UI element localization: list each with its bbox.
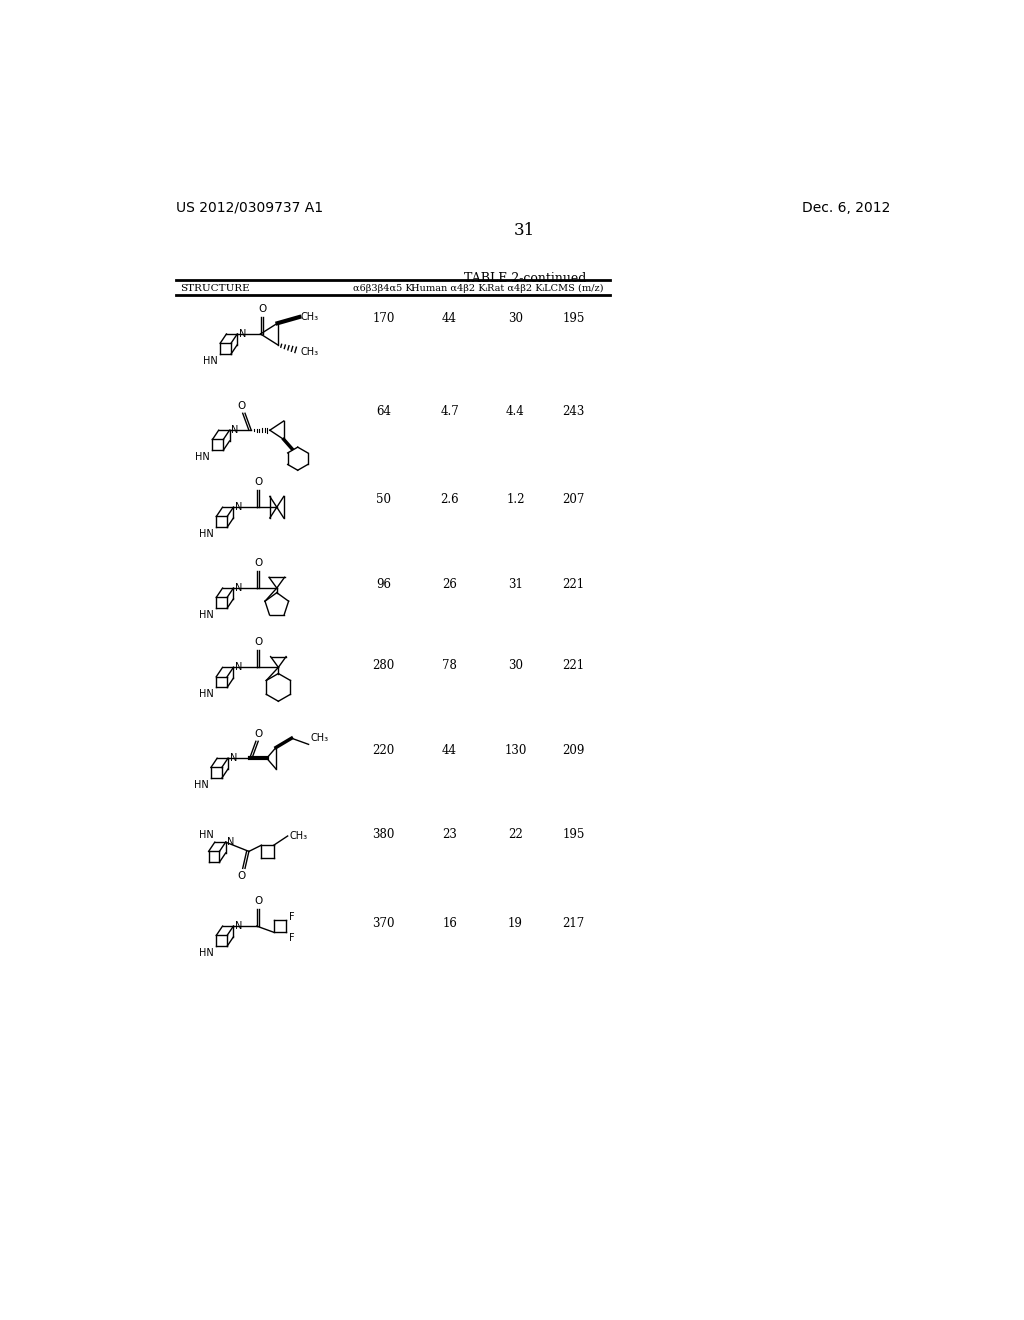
Text: N: N <box>234 663 243 672</box>
Text: TABLE 2-continued: TABLE 2-continued <box>464 272 586 285</box>
Text: 380: 380 <box>373 829 395 841</box>
Text: N: N <box>234 921 243 931</box>
Text: F: F <box>289 912 295 921</box>
Text: N: N <box>239 329 246 339</box>
Text: HN: HN <box>196 451 210 462</box>
Text: 64: 64 <box>376 405 391 418</box>
Text: 31: 31 <box>514 222 536 239</box>
Text: O: O <box>255 729 263 739</box>
Text: 44: 44 <box>442 313 457 326</box>
Text: 96: 96 <box>376 578 391 591</box>
Text: N: N <box>234 583 243 593</box>
Text: 44: 44 <box>442 743 457 756</box>
Text: 280: 280 <box>373 659 395 672</box>
Text: 217: 217 <box>562 917 585 929</box>
Text: 19: 19 <box>508 917 523 929</box>
Text: LCMS (m/z): LCMS (m/z) <box>544 284 603 293</box>
Text: α6β3β4α5 Kᵢ: α6β3β4α5 Kᵢ <box>353 284 415 293</box>
Text: 243: 243 <box>562 405 585 418</box>
Text: 220: 220 <box>373 743 395 756</box>
Text: 22: 22 <box>508 829 523 841</box>
Text: Dec. 6, 2012: Dec. 6, 2012 <box>802 201 891 215</box>
Text: N: N <box>227 837 234 847</box>
Text: US 2012/0309737 A1: US 2012/0309737 A1 <box>176 201 324 215</box>
Text: 195: 195 <box>562 829 585 841</box>
Text: O: O <box>254 638 262 647</box>
Text: HN: HN <box>203 355 218 366</box>
Text: 26: 26 <box>442 578 457 591</box>
Text: O: O <box>238 401 246 411</box>
Text: HN: HN <box>200 610 214 619</box>
Text: 221: 221 <box>562 659 585 672</box>
Text: 170: 170 <box>373 313 395 326</box>
Text: CH₃: CH₃ <box>310 733 329 743</box>
Text: HN: HN <box>199 830 213 840</box>
Text: 31: 31 <box>508 578 523 591</box>
Text: CH₃: CH₃ <box>301 347 318 358</box>
Text: 16: 16 <box>442 917 457 929</box>
Text: 209: 209 <box>562 743 585 756</box>
Text: Rat α4β2 Kᵢ: Rat α4β2 Kᵢ <box>486 284 544 293</box>
Text: HN: HN <box>194 780 209 789</box>
Text: CH₃: CH₃ <box>289 832 307 841</box>
Text: N: N <box>234 502 243 512</box>
Text: 4.7: 4.7 <box>440 405 459 418</box>
Text: 130: 130 <box>504 743 526 756</box>
Text: N: N <box>229 754 237 763</box>
Text: STRUCTURE: STRUCTURE <box>180 284 250 293</box>
Text: HN: HN <box>200 948 214 957</box>
Text: 4.4: 4.4 <box>506 405 525 418</box>
Text: HN: HN <box>200 689 214 698</box>
Text: O: O <box>254 478 262 487</box>
Text: 1.2: 1.2 <box>506 494 524 507</box>
Text: O: O <box>238 871 246 882</box>
Text: 195: 195 <box>562 313 585 326</box>
Text: 370: 370 <box>373 917 395 929</box>
Text: 30: 30 <box>508 659 523 672</box>
Text: 50: 50 <box>376 494 391 507</box>
Text: 207: 207 <box>562 494 585 507</box>
Text: O: O <box>254 558 262 568</box>
Text: 30: 30 <box>508 313 523 326</box>
Text: CH₃: CH₃ <box>301 312 318 322</box>
Text: F: F <box>289 933 295 944</box>
Text: N: N <box>231 425 239 436</box>
Text: 221: 221 <box>562 578 585 591</box>
Text: O: O <box>254 896 262 906</box>
Text: 23: 23 <box>442 829 457 841</box>
Text: 78: 78 <box>442 659 457 672</box>
Text: O: O <box>258 304 266 314</box>
Text: HN: HN <box>200 529 214 539</box>
Text: 2.6: 2.6 <box>440 494 459 507</box>
Text: Human α4β2 Kᵢ: Human α4β2 Kᵢ <box>412 284 487 293</box>
